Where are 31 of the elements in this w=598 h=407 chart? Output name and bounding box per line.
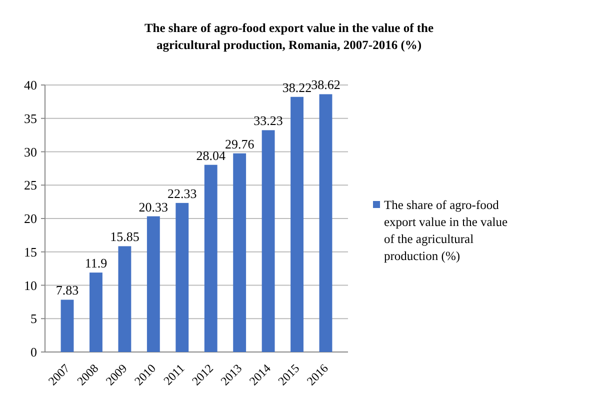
data-label: 15.85	[110, 229, 140, 244]
data-label: 20.33	[138, 199, 168, 214]
data-label: 33.23	[254, 113, 283, 128]
bar	[262, 130, 275, 352]
data-label: 38.22	[282, 80, 312, 95]
bar	[146, 216, 160, 352]
y-tick-label: 15	[24, 244, 37, 260]
y-tick-label: 30	[24, 144, 37, 160]
bar	[176, 202, 189, 352]
data-label: 29.76	[224, 136, 255, 152]
bar	[90, 272, 102, 352]
bar	[233, 153, 246, 352]
legend-label: The share of agro-food export value in the value of the agricultural production (%)	[384, 198, 508, 263]
y-tick-label: 0	[30, 344, 37, 360]
bar	[118, 246, 132, 352]
data-label: 11.9	[84, 256, 108, 271]
data-label: 28.04	[196, 148, 226, 163]
bar	[290, 96, 304, 352]
data-label: 38.62	[311, 77, 340, 92]
data-label: 7.83	[56, 282, 79, 298]
y-tick-label: 35	[24, 110, 37, 126]
bar	[60, 300, 74, 352]
bar	[204, 164, 218, 352]
y-tick-label: 20	[24, 211, 37, 226]
bar	[319, 94, 332, 352]
chart-title: The share of agro-food export value in the value of the agricultural production, Romania, 2007-2016 (%)	[144, 21, 434, 52]
y-tick-label: 5	[30, 311, 37, 326]
y-tick-label: 10	[24, 278, 37, 293]
y-tick-label: 25	[24, 178, 37, 193]
data-label: 22.33	[168, 186, 197, 201]
y-tick-label: 40	[24, 78, 37, 93]
